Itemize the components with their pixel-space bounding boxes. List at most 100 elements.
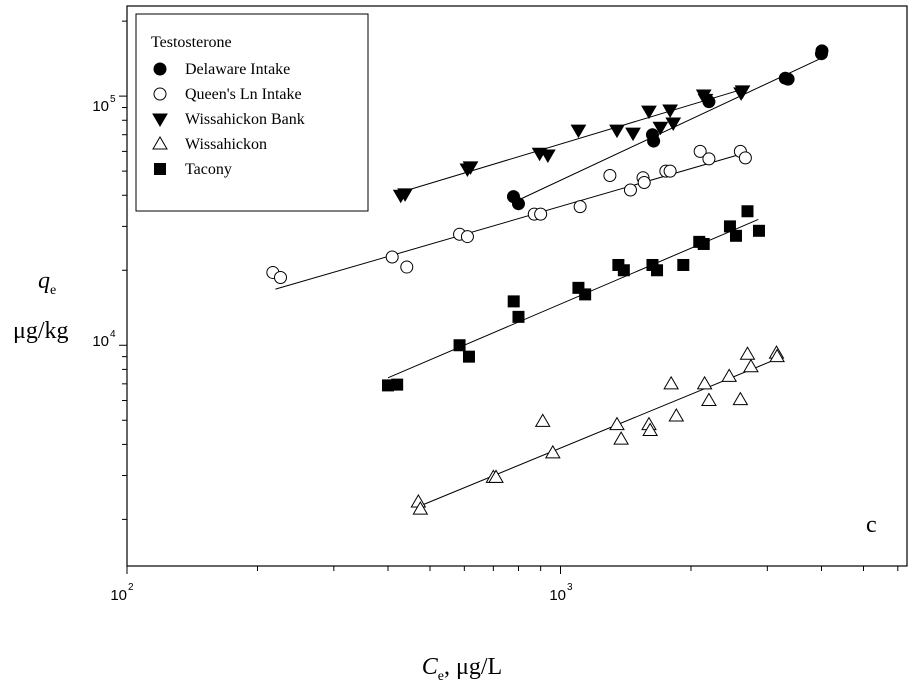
- data-point-series-1: [702, 152, 716, 166]
- svg-text:qe: qe: [38, 268, 56, 298]
- x-tick-1000-exp: 3: [567, 582, 573, 593]
- data-point-series-4: [677, 258, 690, 271]
- data-point-series-4: [572, 281, 585, 294]
- x-tick-marks: [126, 566, 899, 574]
- data-point-series-4: [453, 339, 466, 352]
- data-point-series-4: [462, 350, 475, 363]
- x-tick-100-base: 10: [110, 587, 127, 604]
- data-point-series-2: [625, 127, 641, 142]
- data-point-series-2: [641, 105, 657, 120]
- data-point-series-4: [579, 288, 592, 301]
- legend-marker-0: [153, 62, 167, 76]
- data-point-series-4: [391, 378, 404, 391]
- x-axis-label-main: C: [422, 654, 439, 680]
- data-point-series-1: [274, 271, 288, 285]
- y-tick-marks: [119, 20, 127, 520]
- fit-line-series-3: [418, 358, 777, 508]
- data-point-series-4: [617, 264, 630, 277]
- y-tick-label-10000: 10 4: [92, 329, 116, 350]
- data-point-series-0: [781, 72, 795, 86]
- legend-marker-1: [153, 87, 167, 101]
- data-point-series-2: [652, 121, 669, 136]
- legend-label-0: Delaware Intake: [185, 61, 290, 78]
- data-point-series-4: [729, 229, 742, 242]
- legend-items: Delaware Intake Queen's Ln Intake Wissahic…: [152, 61, 305, 178]
- y-axis-label-sub: e: [50, 283, 56, 298]
- data-point-series-4: [723, 220, 736, 233]
- legend-label-1: Queen's Ln Intake: [185, 86, 302, 103]
- x-axis-label: Ce, μg/L: [422, 654, 502, 684]
- legend-marker-3: [152, 136, 168, 150]
- data-point-series-2: [662, 104, 678, 118]
- data-point-series-1: [385, 250, 399, 264]
- data-point-series-2: [539, 149, 556, 164]
- data-point-series-3: [642, 422, 659, 436]
- data-point-series-4: [507, 295, 520, 308]
- y-axis-label: qe μg/kg: [13, 268, 69, 344]
- legend-label-3: Wissahickon: [185, 136, 267, 153]
- x-axis-label-unit: , μg/L: [444, 654, 502, 680]
- data-point-series-3: [613, 431, 629, 445]
- data-point-series-3: [739, 346, 756, 360]
- y-axis-label-unit: μg/kg: [13, 318, 69, 344]
- data-point-series-3: [732, 391, 749, 406]
- data-point-series-2: [462, 161, 479, 175]
- x-tick-label-1000: 10 3: [549, 582, 573, 604]
- data-point-series-3: [701, 392, 717, 407]
- data-point-series-1: [623, 183, 637, 197]
- data-point-series-1: [603, 169, 617, 183]
- data-point-series-0: [815, 44, 829, 58]
- legend-marker-2: [152, 113, 168, 127]
- data-point-series-3: [721, 368, 738, 382]
- svg-text:Ce, μg/L: Ce, μg/L: [422, 654, 502, 684]
- panel-label: c: [866, 512, 877, 538]
- data-point-series-2: [697, 93, 714, 108]
- data-point-series-4: [697, 237, 710, 250]
- y-tick-10000-base: 10: [92, 333, 109, 350]
- legend-marker-4: [154, 163, 166, 175]
- legend: Testosterone Delaware Intake Queen's Ln I…: [135, 13, 369, 212]
- data-point-series-3: [743, 358, 759, 373]
- data-point-series-4: [741, 205, 754, 218]
- y-tick-100000-base: 10: [92, 98, 109, 115]
- fit-line-series-2: [399, 88, 745, 194]
- x-tick-100-exp: 2: [128, 582, 134, 593]
- data-point-series-3: [534, 413, 551, 427]
- data-point-series-2: [397, 188, 413, 202]
- x-tick-label-100: 10 2: [110, 582, 134, 604]
- legend-box: [135, 13, 369, 212]
- data-point-series-3: [696, 375, 713, 390]
- x-tick-1000-base: 10: [549, 587, 566, 604]
- data-point-series-3: [609, 416, 625, 431]
- data-point-series-0: [511, 197, 525, 211]
- data-point-series-0: [647, 134, 661, 148]
- data-point-series-3: [412, 501, 429, 515]
- x-axis-label-sub: e: [438, 669, 444, 684]
- y-axis-label-main: q: [38, 268, 50, 294]
- data-points: [266, 44, 829, 515]
- data-point-series-2: [665, 117, 682, 131]
- svg-text:10: 10: [110, 587, 127, 604]
- data-point-series-4: [651, 264, 664, 277]
- data-point-series-1: [637, 176, 651, 190]
- data-point-series-2: [734, 85, 751, 99]
- data-point-series-4: [752, 224, 765, 237]
- data-point-series-1: [693, 144, 707, 158]
- data-point-series-3: [663, 375, 680, 390]
- legend-label-2: Wissahickon Bank: [185, 111, 305, 128]
- fit-line-series-0: [513, 56, 824, 203]
- data-point-series-3: [488, 469, 504, 483]
- data-point-series-3: [544, 444, 561, 459]
- data-point-series-1: [738, 151, 752, 165]
- y-tick-100000-exp: 5: [110, 94, 116, 105]
- data-point-series-1: [573, 200, 587, 214]
- legend-title: Testosterone: [151, 34, 232, 51]
- data-point-series-1: [460, 230, 474, 244]
- plot-frame: [126, 5, 908, 567]
- legend-label-4: Tacony: [185, 161, 232, 178]
- data-point-series-2: [609, 124, 625, 139]
- y-tick-label-100000: 10 5: [92, 94, 116, 115]
- data-point-series-1: [663, 164, 677, 178]
- data-point-series-3: [769, 348, 785, 363]
